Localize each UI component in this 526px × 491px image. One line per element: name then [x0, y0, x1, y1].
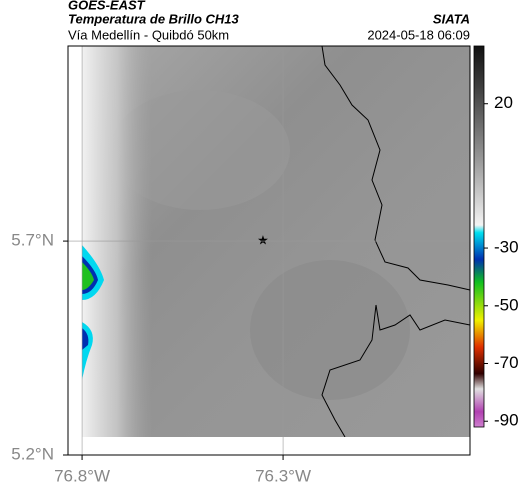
title: GOES-EAST: [68, 0, 146, 12]
colorbar-tick-label: -30: [494, 238, 519, 257]
satellite-image: ★: [82, 45, 471, 455]
border: [321, 45, 471, 291]
cloud: [250, 260, 410, 400]
subtitle: Temperatura de Brillo CH13: [68, 11, 240, 26]
colorbar-tick-label: -50: [494, 295, 519, 314]
colorbar-tick-label: -90: [494, 411, 519, 430]
cold-edge: [82, 46, 152, 437]
x-tick-label: 76.3°W: [255, 466, 311, 485]
y-tick-label: 5.7°N: [11, 231, 54, 250]
map-frame: [67, 45, 471, 456]
colorbar: [473, 45, 485, 428]
border: [321, 304, 377, 438]
colorbar-tick-label: 20: [494, 93, 513, 112]
location: Vía Medellín - Quibdó 50km: [68, 27, 229, 42]
source: SIATA: [433, 11, 470, 26]
cloud: [110, 90, 290, 210]
no-data: [82, 437, 470, 455]
border: [375, 304, 471, 331]
colorbar-tick-label: -70: [494, 353, 519, 372]
cold-cell: [82, 328, 89, 350]
timestamp: 2024-05-18 06:09: [367, 27, 470, 42]
location-marker: ★: [257, 232, 269, 247]
x-tick-label: 76.8°W: [54, 466, 110, 485]
cold-cell: [82, 262, 94, 290]
y-tick-label: 5.2°N: [11, 444, 54, 463]
